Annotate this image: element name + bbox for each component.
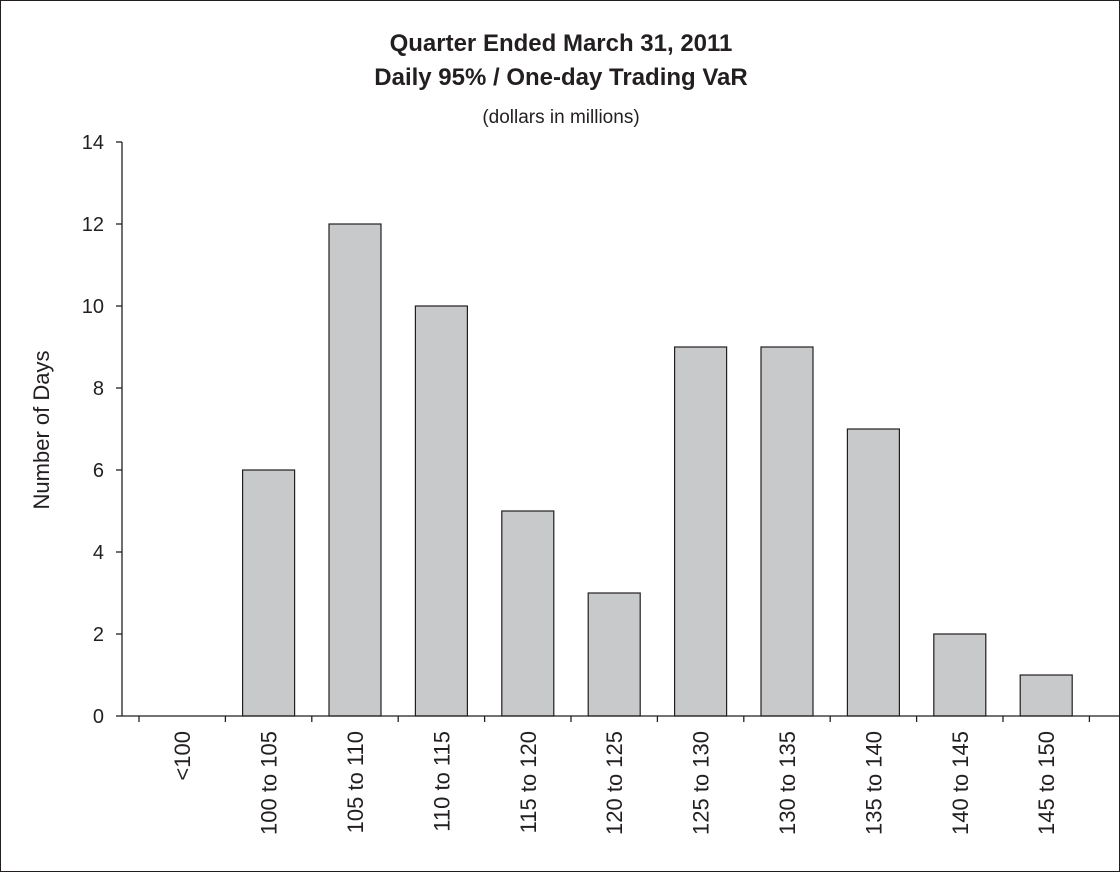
- x-category-label-1: 100 to 105: [257, 731, 282, 835]
- bar-7: [760, 346, 814, 717]
- x-category-label-3: 110 to 115: [429, 731, 454, 832]
- y-tick-label-5: 10: [82, 296, 104, 318]
- y-tick-label-0: 0: [93, 706, 104, 728]
- bar-10: [1019, 674, 1073, 717]
- y-tick-label-7: 14: [82, 132, 104, 154]
- y-tick-label-6: 12: [82, 214, 104, 236]
- x-category-label-2: 105 to 110: [343, 731, 368, 833]
- x-category-label-6: 125 to 130: [689, 731, 714, 835]
- chart-title: Quarter Ended March 31, 2011: [390, 30, 733, 57]
- x-category-label-9: 140 to 145: [948, 731, 973, 835]
- y-tick-label-3: 6: [93, 460, 104, 482]
- bar-8: [846, 428, 901, 717]
- bar-6: [673, 346, 728, 717]
- bar-9: [933, 633, 987, 717]
- x-category-label-5: 120 to 125: [602, 731, 627, 835]
- x-category-label-7: 130 to 135: [775, 731, 800, 835]
- x-category-label-8: 135 to 140: [861, 731, 886, 835]
- y-tick-label-2: 4: [93, 542, 104, 564]
- bar-1: [242, 469, 296, 717]
- x-category-label-4: 115 to 120: [516, 731, 541, 833]
- x-category-label-0: <100: [170, 731, 195, 781]
- y-tick-label-4: 8: [93, 378, 104, 400]
- x-category-label-10: 145 to 150: [1034, 731, 1059, 835]
- y-axis-title: Number of Days: [29, 351, 54, 510]
- chart-subtitle: (dollars in millions): [482, 107, 639, 128]
- bar-3: [414, 305, 468, 717]
- plot-area: 0 2 4 6 8 10 12 14 <100 100 to 105 105 to 110 110 t…: [82, 132, 1120, 835]
- chart-title-line2: Daily 95% / One-day Trading VaR: [374, 64, 747, 91]
- bar-4: [501, 510, 555, 717]
- bar-2: [328, 223, 382, 717]
- y-tick-label-1: 2: [93, 624, 104, 646]
- bar-5: [587, 592, 641, 717]
